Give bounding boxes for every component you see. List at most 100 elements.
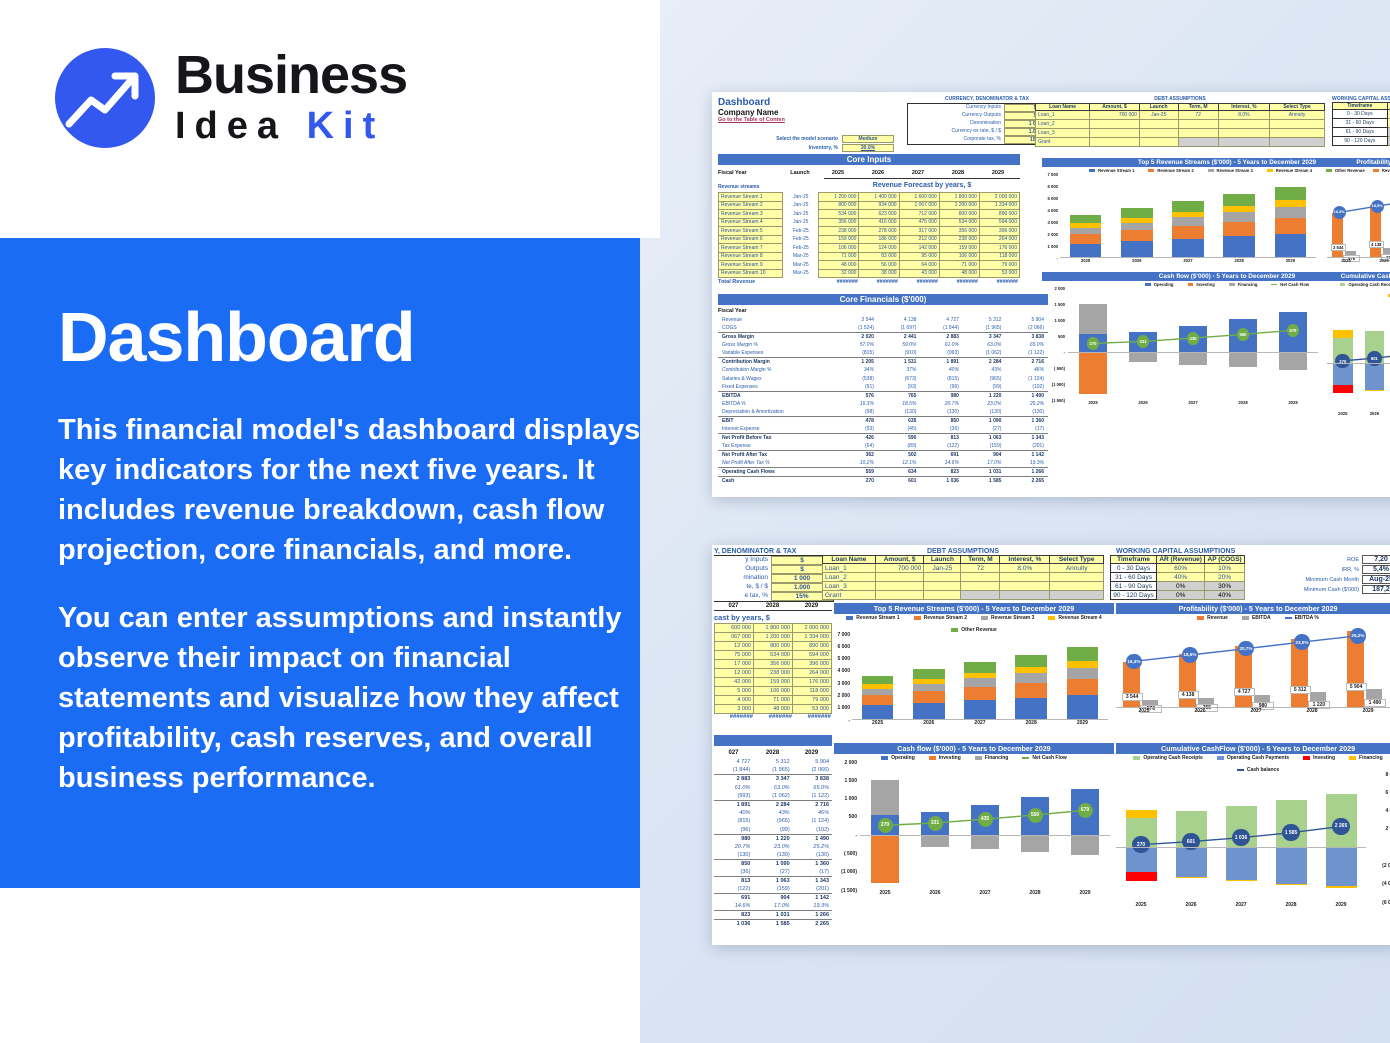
debt-cell[interactable]	[1217, 137, 1271, 147]
revenue-stream-value[interactable]: 142 000	[898, 243, 940, 253]
revenue-stream-row[interactable]: Revenue Stream 2 Jan-25 800 000 934 000 1 …	[717, 200, 1021, 210]
debt-cell[interactable]	[1089, 137, 1140, 147]
revenue-stream-value[interactable]: 17 000	[714, 659, 754, 669]
revenue-stream-value[interactable]: 71 000	[753, 695, 793, 705]
debt-cell[interactable]	[1217, 128, 1271, 138]
revenue-stream-value[interactable]: 95 000	[898, 251, 940, 261]
debt-cell[interactable]: Loan_2	[822, 572, 876, 582]
wc-cell[interactable]: 61 - 90 Days	[1109, 581, 1158, 591]
debt-cell[interactable]: 700 000	[874, 563, 925, 573]
wc-cell[interactable]: 90 - 120 Days	[1332, 136, 1388, 146]
debt-cell[interactable]: Loan_3	[822, 581, 876, 591]
revenue-stream-value[interactable]: 800 000	[753, 641, 793, 651]
revenue-stream-value[interactable]: 1 200 000	[938, 200, 980, 210]
wc-cell[interactable]: 31 - 60 Days	[1109, 572, 1158, 582]
revenue-stream-value[interactable]: 159 000	[818, 234, 860, 244]
debt-cell[interactable]	[999, 572, 1051, 582]
revenue-stream-name[interactable]: Revenue Stream 7	[717, 243, 784, 253]
revenue-stream-launch[interactable]: Feb-25	[782, 226, 819, 235]
revenue-stream-value[interactable]: 3 000	[714, 704, 754, 714]
wc-cell[interactable]: 0%	[1386, 136, 1390, 146]
wc-cell[interactable]: 40%	[1204, 590, 1245, 600]
debt-cell[interactable]	[1138, 128, 1179, 138]
wc-cell[interactable]: 20%	[1204, 572, 1245, 582]
revenue-stream-value[interactable]: 317 000	[898, 226, 940, 236]
debt-cell[interactable]	[1217, 119, 1271, 129]
revenue-stream-value[interactable]: 800 000	[818, 200, 860, 210]
revenue-stream-name[interactable]: Revenue Stream 1	[717, 192, 784, 202]
revenue-stream-row[interactable]: Revenue Stream 3 Jan-25 534 000 623 000 71…	[717, 209, 1021, 219]
revenue-forecast-table-clip[interactable]: 600 000 1 800 000 2 000 000 067 000 1 200 0…	[714, 623, 832, 714]
revenue-stream-name[interactable]: Revenue Stream 3	[717, 209, 784, 219]
debt-cell[interactable]	[1269, 128, 1325, 138]
debt-row[interactable]: Loan_2	[822, 572, 1104, 582]
table-of-contents-link[interactable]: Go to the Table of Conten	[718, 117, 785, 123]
wc-cell[interactable]: 0%	[1156, 590, 1206, 600]
revenue-stream-value[interactable]: 124 000	[858, 243, 900, 253]
debt-cell[interactable]	[960, 581, 1001, 591]
wc-cell[interactable]: 0 - 30 Days	[1332, 109, 1388, 119]
debt-row[interactable]: Grant	[1034, 137, 1325, 147]
wc-table-2[interactable]: Timeframe AR (Revenue) AP (COGS) 0 - 30 Da…	[1109, 555, 1245, 600]
revenue-stream-launch[interactable]: Jan-25	[782, 192, 819, 201]
revenue-stream-value[interactable]: 1 334 000	[792, 632, 832, 642]
inventory-input[interactable]: 30.0%	[842, 144, 894, 152]
revenue-stream-name[interactable]: Revenue Stream 6	[717, 234, 784, 244]
revenue-stream-row[interactable]: 42 000 159 000 176 000	[714, 677, 832, 687]
debt-cell[interactable]: 72	[960, 563, 1001, 573]
debt-cell[interactable]	[1138, 119, 1179, 129]
revenue-stream-name[interactable]: Revenue Stream 4	[717, 217, 784, 227]
revenue-stream-value[interactable]: 396 000	[978, 226, 1021, 236]
debt-cell[interactable]	[999, 590, 1051, 600]
revenue-stream-value[interactable]: 48 000	[818, 260, 860, 270]
revenue-stream-value[interactable]: 106 000	[818, 243, 860, 253]
revenue-stream-value[interactable]: 800 000	[938, 209, 980, 219]
revenue-stream-value[interactable]: 43 000	[898, 268, 940, 278]
wc-cell[interactable]: 90 - 120 Days	[1109, 590, 1158, 600]
revenue-stream-value[interactable]: 890 000	[978, 209, 1021, 219]
revenue-stream-value[interactable]: 264 000	[792, 668, 832, 678]
revenue-stream-value[interactable]: 48 000	[938, 268, 980, 278]
revenue-stream-row[interactable]: Revenue Stream 5 Feb-25 238 000 278 000 31…	[717, 226, 1021, 236]
core-financials-table[interactable]: Revenue 3 544 4 138 4 727 5 312 5 904 COGS (…	[718, 316, 1048, 485]
revenue-stream-row[interactable]: Revenue Stream 6 Feb-25 159 000 186 000 21…	[717, 234, 1021, 244]
revenue-stream-value[interactable]: 238 000	[938, 234, 980, 244]
debt-cell[interactable]	[960, 590, 1001, 600]
revenue-stream-value[interactable]: 38 000	[858, 268, 900, 278]
revenue-stream-value[interactable]: 53 000	[978, 268, 1021, 278]
dashboard-screenshot-top[interactable]: Dashboard Company Name Go to the Table o…	[712, 92, 1390, 497]
revenue-stream-row[interactable]: 12 000 800 000 890 000	[714, 641, 832, 651]
revenue-stream-value[interactable]: 1 600 000	[898, 192, 940, 202]
debt-cell[interactable]	[1049, 581, 1104, 591]
revenue-stream-value[interactable]: 238 000	[753, 668, 793, 678]
debt-cell[interactable]	[1049, 572, 1104, 582]
revenue-stream-value[interactable]: 83 000	[858, 251, 900, 261]
debt-cell[interactable]	[874, 572, 925, 582]
wc-cell[interactable]: 30%	[1204, 581, 1245, 591]
revenue-stream-value[interactable]: 32 000	[818, 268, 860, 278]
debt-cell[interactable]	[1177, 119, 1219, 129]
debt-cell[interactable]: Jan-25	[923, 563, 962, 573]
revenue-stream-value[interactable]: 53 000	[792, 704, 832, 714]
revenue-stream-launch[interactable]: Jan-25	[782, 209, 819, 218]
revenue-stream-value[interactable]: 1 400 000	[858, 192, 900, 202]
revenue-stream-value[interactable]: 1 334 000	[978, 200, 1021, 210]
revenue-stream-value[interactable]: 2 000 000	[978, 192, 1021, 202]
revenue-stream-name[interactable]: Revenue Stream 10	[717, 268, 784, 278]
debt-row[interactable]: Grant	[822, 590, 1104, 600]
debt-cell[interactable]	[1049, 590, 1104, 600]
revenue-stream-value[interactable]: 56 000	[858, 260, 900, 270]
revenue-stream-value[interactable]: 12 000	[714, 668, 754, 678]
revenue-stream-value[interactable]: 48 000	[753, 704, 793, 714]
revenue-stream-value[interactable]: 42 000	[714, 677, 754, 687]
revenue-stream-value[interactable]: 1 200 000	[753, 632, 793, 642]
revenue-stream-row[interactable]: Revenue Stream 10 Mar-25 32 000 38 000 43 …	[717, 268, 1021, 278]
debt-cell[interactable]	[1138, 137, 1179, 147]
revenue-stream-value[interactable]: 106 000	[753, 686, 793, 696]
debt-row[interactable]: Loan_1 700 000 Jan-25 72 8.0% Annuity	[822, 563, 1104, 573]
revenue-stream-row[interactable]: Revenue Stream 1 Jan-25 1 200 000 1 400 0…	[717, 192, 1021, 202]
